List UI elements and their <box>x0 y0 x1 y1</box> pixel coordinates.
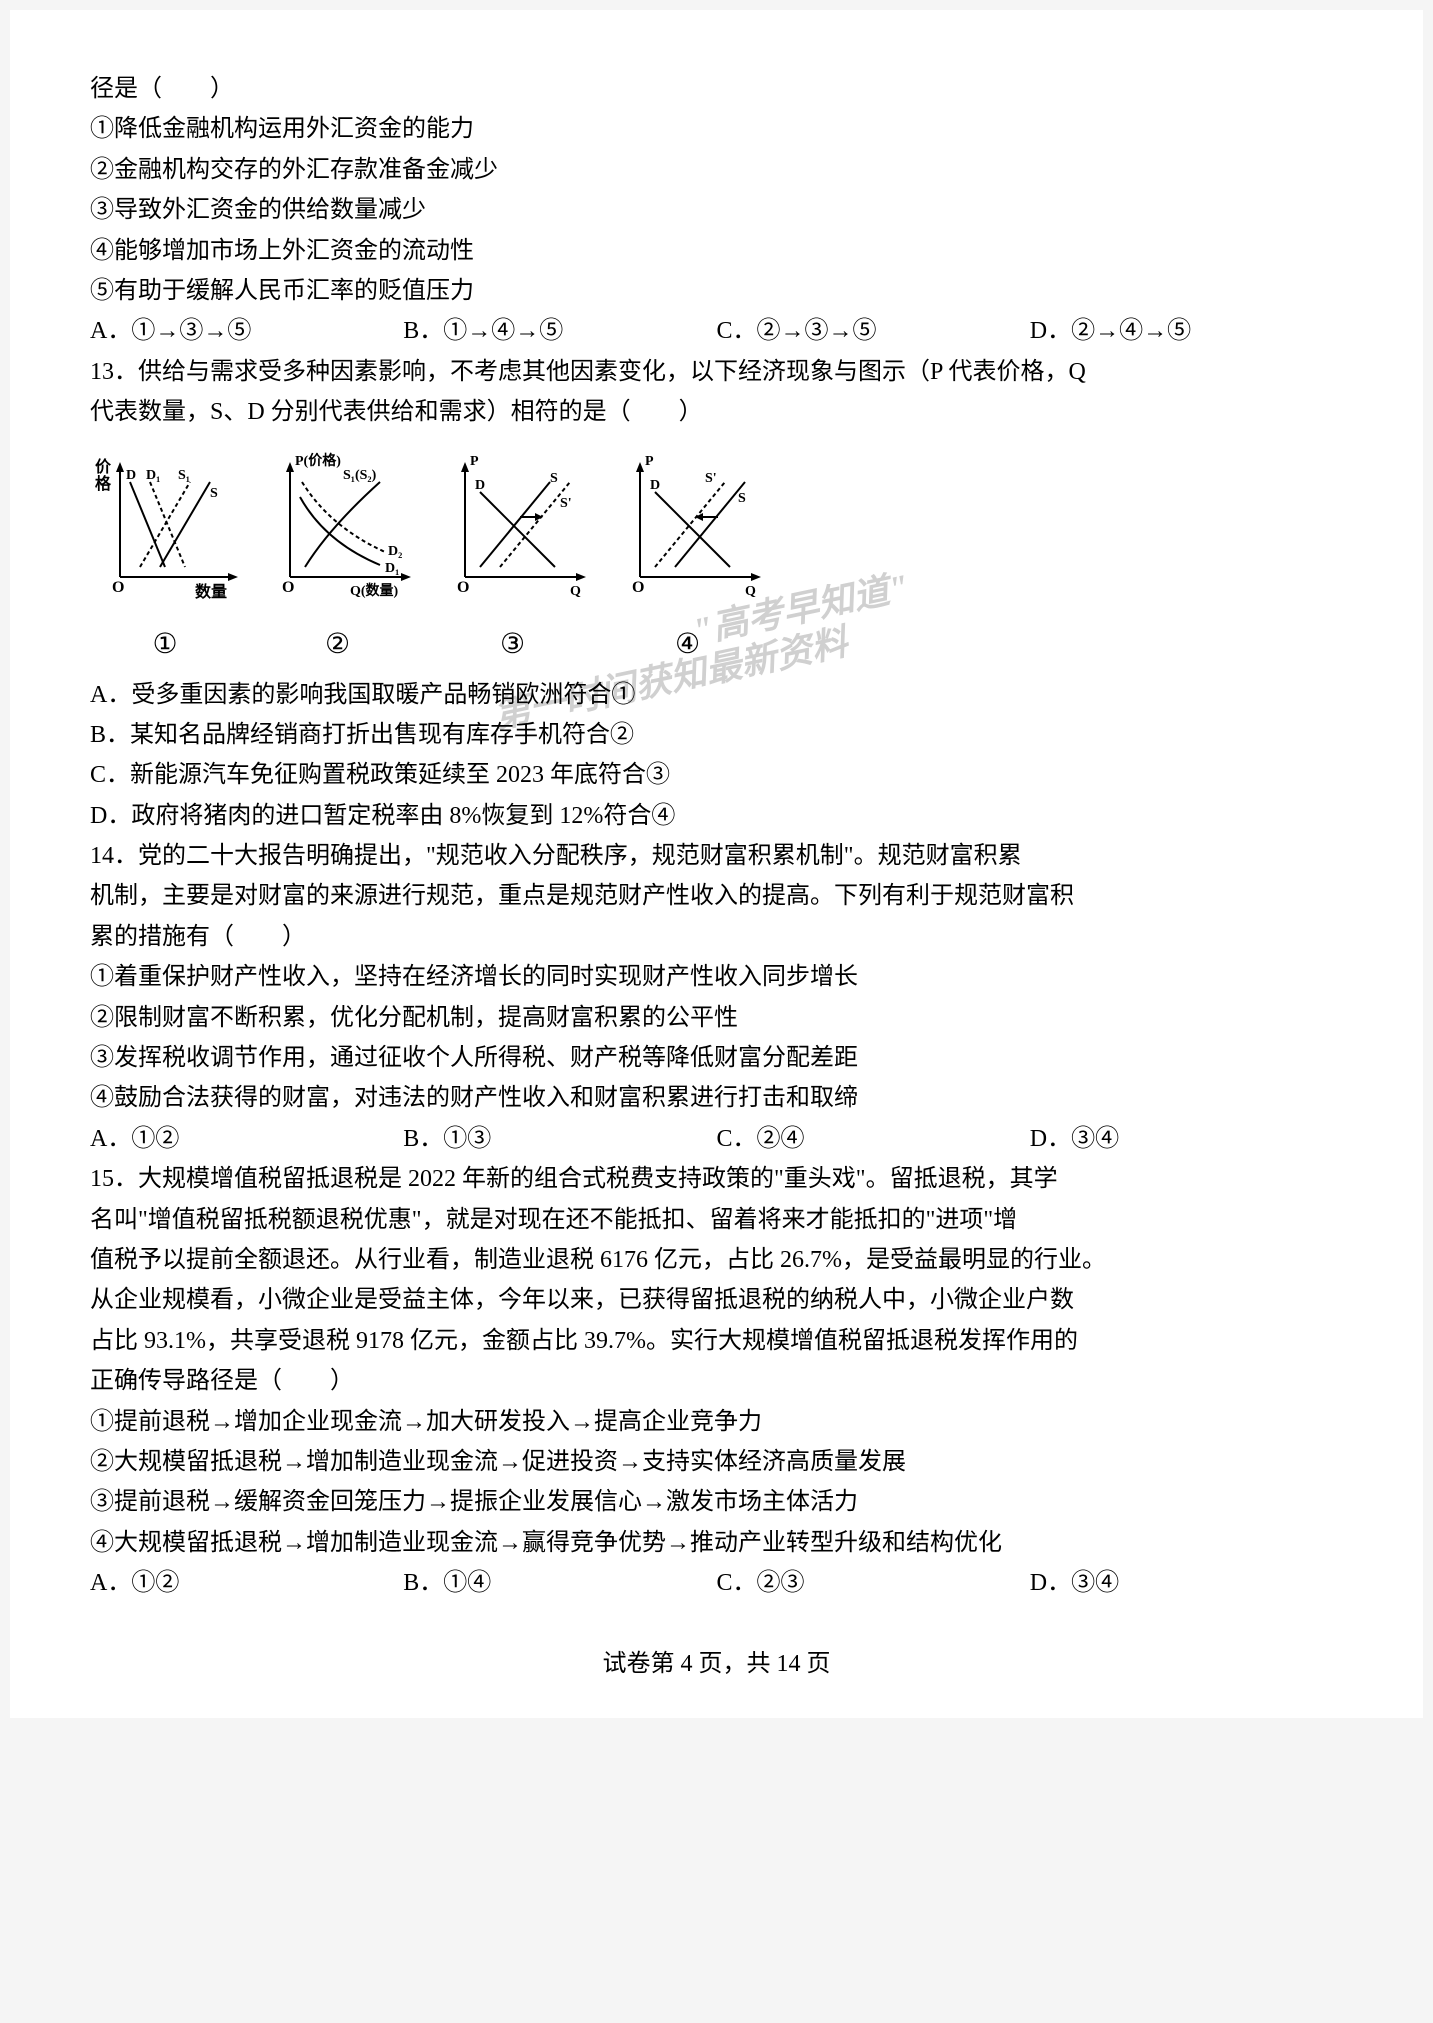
q15-option4: ④大规模留抵退税→增加制造业现金流→赢得竞争优势→推动产业转型升级和结构优化 <box>90 1524 1343 1562</box>
q14-stem3: 累的措施有（ ） <box>90 918 1343 956</box>
svg-text:O: O <box>282 579 294 596</box>
svg-text:P: P <box>470 454 479 469</box>
q14-option3: ③发挥税收调节作用，通过征收个人所得税、财产税等降低财富分配差距 <box>90 1039 1343 1077</box>
chart3-svg: P O Q D S S' <box>435 447 590 602</box>
chart3-number: ③ <box>500 627 525 661</box>
q15-stem4: 从企业规模看，小微企业是受益主体，今年以来，已获得留抵退税的纳税人中，小微企业户… <box>90 1281 1343 1319</box>
svg-text:S₁(S₂): S₁(S₂) <box>343 468 377 483</box>
q13-choice-b: B．某知名品牌经销商打折出售现有库存手机符合② <box>90 716 1343 754</box>
q15-choice-b: B．①④ <box>403 1564 716 1602</box>
q12-choice-b: B．①→④→⑤ <box>403 312 716 350</box>
svg-text:Q(数量): Q(数量) <box>350 582 399 599</box>
q15-stem5: 占比 93.1%，共享受退税 9178 亿元，金额占比 39.7%。实行大规模增… <box>90 1322 1343 1360</box>
svg-text:O: O <box>632 579 644 596</box>
charts-row: 价 格 O 数量 D D₁ S₁ <box>90 447 1343 661</box>
q12-option4: ④能够增加市场上外汇资金的流动性 <box>90 232 1343 270</box>
q12-choice-d: D．②→④→⑤ <box>1030 312 1343 350</box>
svg-text:S: S <box>210 486 218 501</box>
svg-text:S: S <box>550 471 558 486</box>
chart2-svg: P(价格) O Q(数量) S₁(S₂) D₁ D₂ <box>260 447 415 602</box>
chart2-number: ② <box>325 627 350 661</box>
q14-choice-b: B．①③ <box>403 1120 716 1158</box>
svg-text:D: D <box>126 468 136 483</box>
q15-stem2: 名叫"增值税留抵税额退税优惠"，就是对现在还不能抵扣、留着将来才能抵扣的"进项"… <box>90 1201 1343 1239</box>
q12-option5: ⑤有助于缓解人民币汇率的贬值压力 <box>90 272 1343 310</box>
chart1-svg: 价 格 O 数量 D D₁ S₁ <box>90 447 240 602</box>
q15-option2: ②大规模留抵退税→增加制造业现金流→促进投资→支持实体经济高质量发展 <box>90 1443 1343 1481</box>
chart4-wrapper: P O Q D S S' <box>610 447 765 661</box>
q14-choice-d: D．③④ <box>1030 1120 1343 1158</box>
q13-choice-d: D．政府将猪肉的进口暂定税率由 8%恢复到 12%符合④ <box>90 797 1343 835</box>
q13-stem1: 13．供给与需求受多种因素影响，不考虑其他因素变化，以下经济现象与图示（P 代表… <box>90 353 1343 391</box>
svg-text:P(价格): P(价格) <box>295 452 341 469</box>
q12-option1: ①降低金融机构运用外汇资金的能力 <box>90 110 1343 148</box>
q15-choices: A．①② B．①④ C．②③ D．③④ <box>90 1564 1343 1602</box>
svg-text:数量: 数量 <box>195 582 227 601</box>
chart1-box: 价 格 O 数量 D D₁ S₁ <box>90 447 240 607</box>
q12-choices: A．①→③→⑤ B．①→④→⑤ C．②→③→⑤ D．②→④→⑤ <box>90 312 1343 350</box>
chart2-wrapper: P(价格) O Q(数量) S₁(S₂) D₁ D₂ ② <box>260 447 415 661</box>
svg-text:格: 格 <box>95 474 112 493</box>
svg-text:S': S' <box>705 471 717 486</box>
q15-stem6: 正确传导路径是（ ） <box>90 1362 1343 1400</box>
chart4-box: P O Q D S S' <box>610 447 765 607</box>
svg-text:Q: Q <box>570 584 581 599</box>
q14-choice-c: C．②④ <box>717 1120 1030 1158</box>
svg-text:S: S <box>738 491 746 506</box>
q14-option4: ④鼓励合法获得的财富，对违法的财产性收入和财富积累进行打击和取缔 <box>90 1079 1343 1117</box>
chart3-box: P O Q D S S' <box>435 447 590 607</box>
svg-text:O: O <box>112 579 124 596</box>
page-footer: 试卷第 4 页，共 14 页 <box>90 1643 1343 1678</box>
q14-choices: A．①② B．①③ C．②④ D．③④ <box>90 1120 1343 1158</box>
q13-choice-a: A．受多重因素的影响我国取暖产品畅销欧洲符合① <box>90 676 1343 714</box>
svg-text:D₂: D₂ <box>388 544 402 559</box>
q15-choice-c: C．②③ <box>717 1564 1030 1602</box>
q13-choice-c: C．新能源汽车免征购置税政策延续至 2023 年底符合③ <box>90 756 1343 794</box>
q14-option1: ①着重保护财产性收入，坚持在经济增长的同时实现财产性收入同步增长 <box>90 958 1343 996</box>
content-area: 径是（ ） ①降低金融机构运用外汇资金的能力 ②金融机构交存的外汇存款准备金减少… <box>90 70 1343 1678</box>
svg-text:O: O <box>457 579 469 596</box>
q15-choice-d: D．③④ <box>1030 1564 1343 1602</box>
q12-option2: ②金融机构交存的外汇存款准备金减少 <box>90 151 1343 189</box>
q15-option1: ①提前退税→增加企业现金流→加大研发投入→提高企业竞争力 <box>90 1403 1343 1441</box>
svg-text:D: D <box>475 478 485 493</box>
svg-text:Q: Q <box>745 584 756 599</box>
q14-option2: ②限制财富不断积累，优化分配机制，提高财富积累的公平性 <box>90 999 1343 1037</box>
q12-line1: 径是（ ） <box>90 70 1343 108</box>
svg-text:D₁: D₁ <box>385 561 399 576</box>
q12-choice-c: C．②→③→⑤ <box>717 312 1030 350</box>
exam-page: 径是（ ） ①降低金融机构运用外汇资金的能力 ②金融机构交存的外汇存款准备金减少… <box>10 10 1423 1718</box>
chart1-wrapper: 价 格 O 数量 D D₁ S₁ <box>90 447 240 661</box>
chart4-svg: P O Q D S S' <box>610 447 765 602</box>
chart4-number: ④ <box>675 627 700 661</box>
q15-stem3: 值税予以提前全额退还。从行业看，制造业退税 6176 亿元，占比 26.7%，是… <box>90 1241 1343 1279</box>
chart2-box: P(价格) O Q(数量) S₁(S₂) D₁ D₂ <box>260 447 415 607</box>
q12-option3: ③导致外汇资金的供给数量减少 <box>90 191 1343 229</box>
q15-choice-a: A．①② <box>90 1564 403 1602</box>
chart1-number: ① <box>152 627 177 661</box>
svg-text:S': S' <box>560 496 572 511</box>
q14-stem2: 机制，主要是对财富的来源进行规范，重点是规范财产性收入的提高。下列有利于规范财富… <box>90 877 1343 915</box>
q14-choice-a: A．①② <box>90 1120 403 1158</box>
svg-text:P: P <box>645 454 654 469</box>
svg-text:价: 价 <box>95 458 112 476</box>
q15-option3: ③提前退税→缓解资金回笼压力→提振企业发展信心→激发市场主体活力 <box>90 1483 1343 1521</box>
q12-choice-a: A．①→③→⑤ <box>90 312 403 350</box>
q14-stem1: 14．党的二十大报告明确提出，"规范收入分配秩序，规范财富积累机制"。规范财富积… <box>90 837 1343 875</box>
svg-text:D₁: D₁ <box>146 468 160 483</box>
svg-text:S₁: S₁ <box>178 468 190 483</box>
q13-stem2: 代表数量，S、D 分别代表供给和需求）相符的是（ ） <box>90 393 1343 431</box>
svg-text:D: D <box>650 478 660 493</box>
chart3-wrapper: P O Q D S S' <box>435 447 590 661</box>
q15-stem1: 15．大规模增值税留抵退税是 2022 年新的组合式税费支持政策的"重头戏"。留… <box>90 1160 1343 1198</box>
